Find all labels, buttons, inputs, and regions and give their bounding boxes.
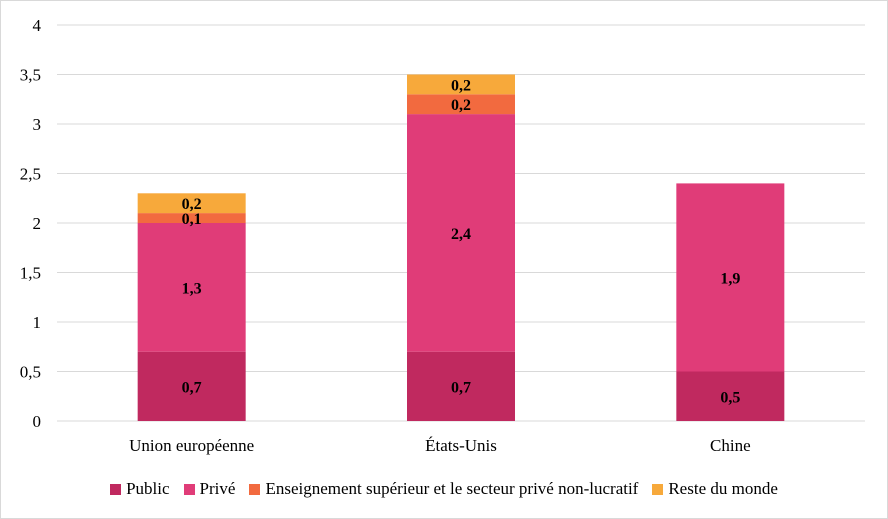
bar-segment xyxy=(407,74,515,95)
legend-label: Reste du monde xyxy=(668,479,778,498)
y-tick-label: 1 xyxy=(33,313,42,332)
data-label: 0,2 xyxy=(451,97,471,114)
y-tick-label: 3,5 xyxy=(20,66,41,85)
data-label: 0,5 xyxy=(720,389,740,406)
data-label: 1,9 xyxy=(720,270,740,287)
bar-segment xyxy=(407,351,515,421)
bar-segment xyxy=(407,94,515,115)
bar-segment xyxy=(137,223,246,352)
y-tick-label: 0,5 xyxy=(20,363,41,382)
data-label: 2,4 xyxy=(451,226,471,243)
bar-segment xyxy=(676,183,785,372)
bar-segment xyxy=(407,114,515,352)
x-category-label: États-Unis xyxy=(425,436,497,455)
legend-item: Enseignement supérieur et le secteur pri… xyxy=(249,479,638,499)
legend-swatch xyxy=(652,483,664,495)
legend-swatch xyxy=(249,483,261,495)
data-label: 0,7 xyxy=(451,379,471,396)
bar-segment xyxy=(137,351,246,421)
bar-segment xyxy=(137,213,246,223)
legend-label: Privé xyxy=(199,479,236,498)
data-label: 0,2 xyxy=(182,196,202,213)
legend-item: Privé xyxy=(183,479,236,499)
y-tick-label: 2 xyxy=(33,214,42,233)
x-category-label: Chine xyxy=(710,436,751,455)
legend-swatch xyxy=(110,483,122,495)
x-category-label: Union européenne xyxy=(129,436,254,455)
data-label: 0,1 xyxy=(182,211,202,228)
y-tick-label: 2,5 xyxy=(20,165,41,184)
legend-item: Reste du monde xyxy=(652,479,778,499)
data-label: 1,3 xyxy=(182,280,202,297)
bar-segment xyxy=(137,193,246,214)
legend-item: Public xyxy=(110,479,170,499)
y-tick-label: 4 xyxy=(33,16,42,35)
bar-segment xyxy=(676,371,785,421)
y-tick-label: 3 xyxy=(33,115,42,134)
data-label: 0,2 xyxy=(451,77,471,94)
chart-legend: Public Privé Enseignement supérieur et le … xyxy=(1,479,887,499)
data-label: 0,7 xyxy=(182,379,202,396)
y-tick-label: 0 xyxy=(33,412,42,431)
legend-swatch xyxy=(183,483,195,495)
legend-label: Public xyxy=(126,479,170,498)
legend-label: Enseignement supérieur et le secteur pri… xyxy=(265,479,639,498)
y-tick-label: 1,5 xyxy=(20,264,41,283)
